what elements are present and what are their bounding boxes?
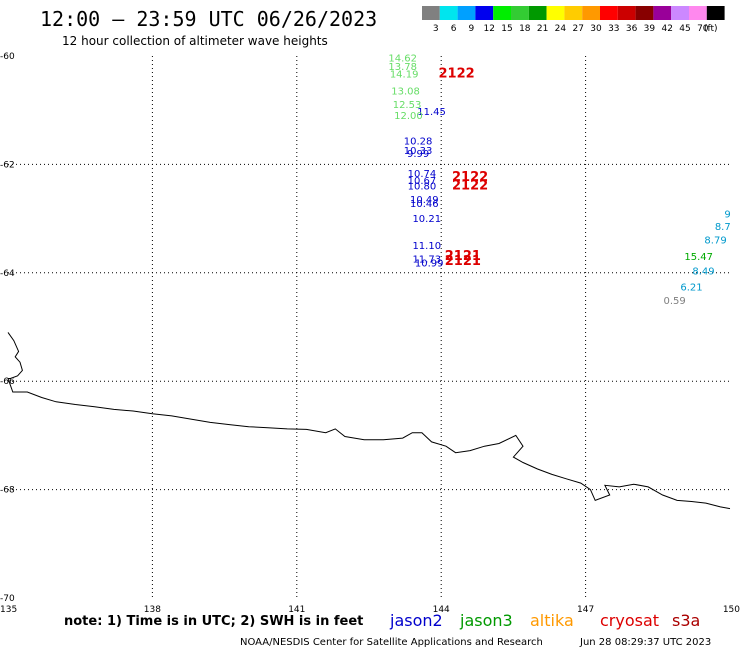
satellite-label: altika <box>530 611 574 630</box>
satellite-label: jason3 <box>459 611 513 630</box>
legend-label: 39 <box>644 24 656 34</box>
legend-label: 36 <box>626 24 638 34</box>
wave-height-label: 10.33 <box>404 146 433 157</box>
y-tick-label: -60 <box>0 52 15 62</box>
legend-swatch <box>582 6 600 20</box>
legend-swatch <box>706 6 725 20</box>
wave-height-label: 12.53 <box>393 100 422 111</box>
wave-height-label: 9.99 <box>407 149 429 160</box>
legend-swatch <box>564 6 583 20</box>
wave-height-label: 8.49 <box>692 266 714 277</box>
legend-label: 27 <box>572 24 583 34</box>
x-tick-label: 141 <box>288 605 305 615</box>
wave-height-label: 10.21 <box>412 214 441 225</box>
legend-swatch <box>671 6 689 20</box>
footer-timestamp: Jun 28 08:29:37 UTC 2023 <box>579 637 711 648</box>
time-label: 2121 <box>445 249 481 264</box>
legend-label: 12 <box>483 24 494 34</box>
wave-height-label: 6.21 <box>680 283 702 294</box>
time-label: 2121 <box>445 254 481 269</box>
legend-label: 30 <box>590 24 602 34</box>
wave-height-label: 9 <box>724 210 730 221</box>
x-tick-label: 138 <box>144 605 161 615</box>
data-points: 11.4510.2810.339.9910.7410.6710.8010.491… <box>388 53 730 307</box>
wave-height-label: 10.46 <box>410 199 439 210</box>
grid-lines <box>8 56 730 598</box>
wave-height-label: 13.08 <box>391 86 420 97</box>
footer-credit: NOAA/NESDIS Center for Satellite Applica… <box>240 637 543 648</box>
legend-swatch <box>635 6 654 20</box>
x-axis: 135 138 141 144 147 150 <box>0 605 740 615</box>
legend-label: 9 <box>469 24 475 34</box>
y-tick-label: -68 <box>0 486 15 496</box>
legend-label: 3 <box>433 24 439 34</box>
wave-height-label: 10.28 <box>404 136 433 147</box>
wave-height-label: 11.10 <box>412 241 441 252</box>
legend-unit: (ft) <box>704 24 718 34</box>
legend-label: 45 <box>679 24 690 34</box>
satellite-label: cryosat <box>600 611 659 630</box>
wave-height-label: 15.47 <box>684 252 713 263</box>
x-tick-label: 147 <box>577 605 594 615</box>
wave-height-label: 11.73 <box>412 255 441 266</box>
y-tick-label: -64 <box>0 269 15 279</box>
legend-swatch <box>493 6 511 20</box>
wave-height-label: 14.62 <box>388 53 417 64</box>
legend-swatch <box>617 6 636 20</box>
wave-height-label: 10.99 <box>415 258 444 269</box>
legend-swatch <box>511 6 529 20</box>
y-tick-label: -70 <box>0 594 15 604</box>
wave-height-label: 10.80 <box>408 181 437 192</box>
legend-label: 42 <box>661 24 672 34</box>
time-label: 2122 <box>452 178 488 193</box>
legend-swatch <box>422 6 440 20</box>
x-tick-label: 135 <box>0 605 17 615</box>
legend-swatch <box>546 6 565 20</box>
wave-height-label: 14.19 <box>390 70 419 81</box>
satellite-legend: jason2 jason3 altika cryosat s3a <box>389 611 700 630</box>
legend-swatch <box>653 6 672 20</box>
x-tick-label: 144 <box>433 605 450 615</box>
legend-swatch <box>475 6 494 20</box>
legend-label: 33 <box>608 24 619 34</box>
y-tick-label: -66 <box>0 377 15 387</box>
satellite-label: s3a <box>672 611 700 630</box>
legend-swatch <box>689 6 707 20</box>
wave-height-label: 10.67 <box>408 176 437 187</box>
wave-height-label: 10.74 <box>408 169 437 180</box>
legend-label: 70 <box>697 24 709 34</box>
color-legend: 3 6 9 12 15 18 21 24 27 30 33 36 39 42 45 70 <box>422 6 725 34</box>
wave-height-label: 13.78 <box>388 62 417 73</box>
legend-swatch <box>457 6 476 20</box>
legend-label: 6 <box>451 24 457 34</box>
legend-label: 24 <box>555 24 567 34</box>
legend-swatch <box>439 6 458 20</box>
chart-title: 12:00 – 23:59 UTC 06/26/2023 <box>40 7 377 31</box>
legend-label: 21 <box>537 24 548 34</box>
wave-height-label: 11.45 <box>417 107 446 118</box>
wave-height-label: 10.49 <box>410 195 439 206</box>
y-tick-label: -62 <box>0 160 15 170</box>
wave-height-label: 12.00 <box>394 111 423 122</box>
footer-note: note: 1) Time is in UTC; 2) SWH is in fe… <box>64 614 363 629</box>
x-tick-label: 150 <box>723 605 740 615</box>
time-label: 2122 <box>452 170 488 185</box>
coastline <box>7 332 731 510</box>
wave-height-label: 0.59 <box>664 296 686 307</box>
legend-swatch <box>528 6 547 20</box>
satellite-label: jason2 <box>389 611 443 630</box>
time-label: 2122 <box>439 67 475 82</box>
chart-subtitle: 12 hour collection of altimeter wave hei… <box>62 34 328 48</box>
wave-height-label: 8.79 <box>704 236 726 247</box>
legend-label: 15 <box>501 24 512 34</box>
legend-label: 18 <box>519 24 531 34</box>
coastline-path <box>7 332 731 510</box>
wave-height-label: 8.7 <box>715 222 731 233</box>
y-axis: -60 -62 -64 -66 -68 -70 <box>0 52 15 604</box>
legend-swatch <box>600 6 618 20</box>
